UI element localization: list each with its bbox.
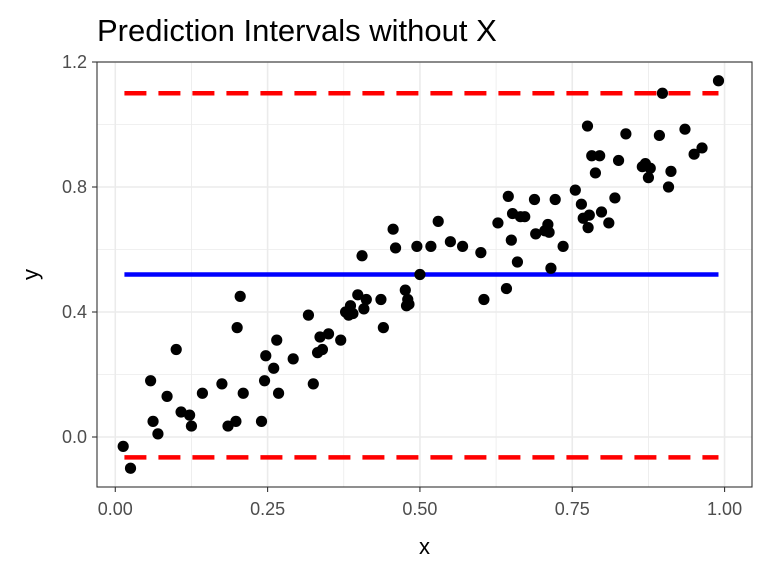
- data-point: [456, 240, 469, 252]
- y-tick-label: 0.8: [62, 177, 87, 197]
- data-points: [117, 75, 725, 474]
- data-point: [335, 334, 347, 346]
- data-point: [543, 226, 555, 238]
- data-point: [425, 240, 437, 252]
- data-point: [358, 303, 370, 315]
- data-point: [679, 123, 691, 135]
- data-point: [549, 193, 561, 206]
- data-point: [258, 375, 271, 387]
- data-point: [502, 190, 514, 202]
- data-point: [322, 328, 335, 340]
- x-tick-label: 0.75: [555, 499, 590, 519]
- data-point: [360, 293, 372, 306]
- y-tick-label: 1.2: [62, 52, 87, 72]
- data-point: [268, 362, 280, 374]
- data-point: [260, 350, 272, 362]
- panel-border: [96, 61, 753, 488]
- data-point: [500, 282, 513, 295]
- data-point: [234, 290, 246, 302]
- data-point: [316, 343, 329, 356]
- data-point: [389, 242, 402, 254]
- data-point: [656, 87, 669, 99]
- data-point: [237, 387, 249, 399]
- data-point: [644, 162, 656, 174]
- data-point: [519, 211, 531, 223]
- data-point: [147, 415, 159, 427]
- chart-title: Prediction Intervals without X: [97, 13, 497, 48]
- data-point: [356, 250, 368, 262]
- x-tick-label: 1.00: [707, 499, 742, 519]
- data-point: [475, 247, 487, 259]
- data-point: [352, 289, 364, 301]
- data-point: [302, 309, 315, 321]
- data-point: [375, 293, 387, 306]
- data-point: [255, 415, 268, 427]
- y-tick-label: 0.0: [62, 427, 87, 447]
- data-point: [231, 322, 243, 334]
- data-point: [377, 322, 389, 334]
- data-point: [575, 198, 587, 210]
- data-point: [505, 234, 517, 246]
- y-tick-label: 0.4: [62, 302, 87, 322]
- data-point: [230, 415, 242, 427]
- x-axis-title: x: [419, 534, 430, 559]
- data-point: [152, 428, 164, 440]
- x-tick-label: 0.00: [98, 499, 133, 519]
- data-point: [712, 75, 725, 87]
- data-point: [594, 150, 606, 162]
- data-point: [414, 268, 426, 281]
- data-point: [545, 262, 557, 274]
- data-point: [170, 343, 182, 356]
- data-point: [620, 128, 632, 140]
- axis-ticks: 0.00 0.25 0.50 0.75 1.00 0.0 0.4 0.8 1.2: [62, 52, 742, 519]
- x-tick-label: 0.25: [250, 499, 285, 519]
- data-point: [569, 184, 581, 196]
- data-point: [582, 222, 594, 234]
- data-point: [595, 206, 608, 218]
- data-point: [314, 331, 326, 343]
- data-point: [216, 378, 228, 390]
- data-point: [511, 256, 524, 268]
- data-point: [478, 293, 490, 306]
- data-point: [642, 172, 655, 184]
- data-point: [124, 462, 137, 474]
- data-point: [688, 148, 700, 160]
- data-point: [184, 409, 196, 421]
- data-point: [696, 142, 708, 154]
- data-point: [185, 420, 198, 432]
- data-point: [662, 181, 675, 193]
- data-point: [272, 387, 285, 399]
- data-point: [665, 165, 677, 177]
- data-point: [403, 298, 415, 310]
- data-point: [612, 154, 625, 167]
- data-point: [609, 192, 621, 204]
- data-point: [589, 167, 602, 179]
- data-point: [603, 217, 615, 229]
- data-point: [581, 120, 594, 132]
- data-point: [145, 375, 157, 387]
- data-point: [271, 334, 283, 346]
- data-point: [586, 150, 598, 162]
- data-point: [557, 240, 569, 252]
- data-point: [492, 217, 504, 229]
- data-point: [432, 215, 444, 227]
- x-tick-label: 0.50: [402, 499, 437, 519]
- data-point: [161, 390, 173, 402]
- data-point: [287, 353, 299, 365]
- data-point: [411, 240, 423, 252]
- data-point: [307, 378, 319, 390]
- data-point: [653, 129, 665, 142]
- data-point: [444, 236, 456, 248]
- data-point: [196, 387, 209, 399]
- data-point: [175, 406, 187, 418]
- data-point: [399, 284, 411, 296]
- data-point: [530, 228, 542, 240]
- data-point: [117, 440, 129, 452]
- data-point: [347, 307, 359, 320]
- data-point: [583, 209, 595, 221]
- data-point: [387, 223, 399, 235]
- y-axis-title: y: [18, 269, 43, 280]
- data-point: [528, 193, 541, 206]
